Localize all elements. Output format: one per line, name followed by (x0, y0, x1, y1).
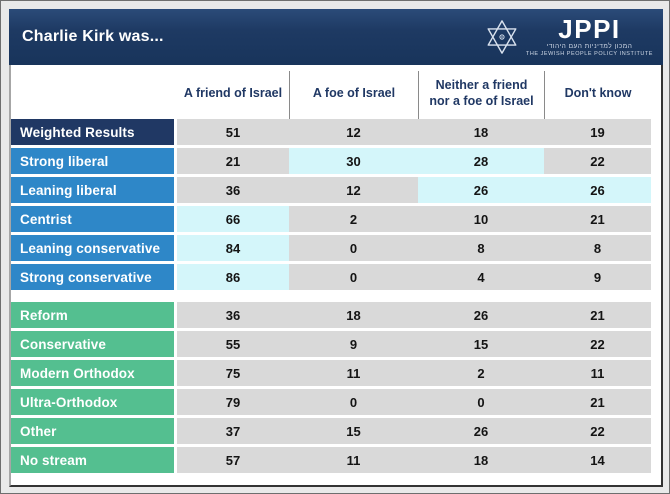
value-cell: 26 (418, 418, 544, 444)
column-header-row: A friend of Israel A foe of Israel Neither… (11, 65, 661, 119)
value-cell: 26 (544, 177, 651, 203)
value-cell: 84 (177, 235, 289, 261)
value-cell: 55 (177, 331, 289, 357)
value-cell: 22 (544, 148, 651, 174)
table-row: Leaning liberal 36 12 26 26 (11, 177, 661, 203)
header-spacer (11, 65, 177, 119)
value-cell: 10 (418, 206, 544, 232)
value-cell: 12 (289, 119, 418, 145)
value-cell: 18 (418, 447, 544, 473)
value-cell: 22 (544, 331, 651, 357)
value-cell: 9 (289, 331, 418, 357)
logo-hebrew-line: המכון למדיניות העם היהודי (546, 42, 633, 50)
value-cell: 22 (544, 418, 651, 444)
value-cell: 21 (544, 206, 651, 232)
value-cell: 12 (289, 177, 418, 203)
row-label: Weighted Results (11, 119, 174, 145)
value-cell: 36 (177, 177, 289, 203)
table-row: No stream 57 11 18 14 (11, 447, 661, 473)
row-label: Modern Orthodox (11, 360, 174, 386)
table-row: Conservative 55 9 15 22 (11, 331, 661, 357)
row-label: Reform (11, 302, 174, 328)
row-label: Other (11, 418, 174, 444)
table-row: Other 37 15 26 22 (11, 418, 661, 444)
row-label: Centrist (11, 206, 174, 232)
column-header: A foe of Israel (289, 71, 418, 119)
value-cell: 8 (544, 235, 651, 261)
row-label: Leaning liberal (11, 177, 174, 203)
value-cell: 2 (289, 206, 418, 232)
value-cell: 18 (289, 302, 418, 328)
value-cell: 0 (289, 235, 418, 261)
table-row: Ultra-Orthodox 79 0 0 21 (11, 389, 661, 415)
value-cell: 28 (418, 148, 544, 174)
value-cell: 15 (289, 418, 418, 444)
table-row: Leaning conservative 84 0 8 8 (11, 235, 661, 261)
page-title: Charlie Kirk was... (22, 28, 164, 45)
table-row: Weighted Results 51 12 18 19 (11, 119, 661, 145)
row-label: Strong conservative (11, 264, 174, 290)
value-cell: 21 (544, 302, 651, 328)
table-row: Strong liberal 21 30 28 22 (11, 148, 661, 174)
value-cell: 11 (289, 447, 418, 473)
value-cell: 75 (177, 360, 289, 386)
logo-acronym: JPPI (558, 13, 621, 44)
results-table: A friend of Israel A foe of Israel Neither… (9, 65, 663, 487)
value-cell: 9 (544, 264, 651, 290)
column-header: Neither a friend nor a foe of Israel (418, 71, 544, 119)
value-cell: 8 (418, 235, 544, 261)
value-cell: 26 (418, 177, 544, 203)
star-of-david-icon (483, 18, 521, 56)
value-cell: 66 (177, 206, 289, 232)
value-cell: 15 (418, 331, 544, 357)
value-cell: 14 (544, 447, 651, 473)
value-cell: 26 (418, 302, 544, 328)
table-row: Reform 36 18 26 21 (11, 302, 661, 328)
row-label: Leaning conservative (11, 235, 174, 261)
jppi-logo: JPPI המכון למדיניות העם היהודי THE JEWIS… (483, 16, 653, 58)
logo-text-block: JPPI המכון למדיניות העם היהודי THE JEWIS… (526, 16, 653, 58)
logo-english-line: THE JEWISH PEOPLE POLICY INSTITUTE (525, 50, 653, 57)
value-cell: 19 (544, 119, 651, 145)
table-body: Weighted Results 51 12 18 19 Strong liberal 21… (11, 119, 661, 473)
table-row: Strong conservative 86 0 4 9 (11, 264, 661, 290)
value-cell: 86 (177, 264, 289, 290)
title-bar: Charlie Kirk was... JPPI המכון למדיניות … (9, 9, 663, 65)
value-cell: 11 (289, 360, 418, 386)
value-cell: 0 (289, 264, 418, 290)
value-cell: 4 (418, 264, 544, 290)
value-cell: 11 (544, 360, 651, 386)
value-cell: 21 (544, 389, 651, 415)
value-cell: 79 (177, 389, 289, 415)
table-row: Centrist 66 2 10 21 (11, 206, 661, 232)
value-cell: 0 (289, 389, 418, 415)
row-label: Ultra-Orthodox (11, 389, 174, 415)
value-cell: 18 (418, 119, 544, 145)
column-header: A friend of Israel (183, 85, 283, 100)
row-label: No stream (11, 447, 174, 473)
value-cell: 57 (177, 447, 289, 473)
value-cell: 51 (177, 119, 289, 145)
value-cell: 37 (177, 418, 289, 444)
column-header: Don't know (544, 71, 651, 119)
value-cell: 0 (418, 389, 544, 415)
table-row: Modern Orthodox 75 11 2 11 (11, 360, 661, 386)
value-cell: 30 (289, 148, 418, 174)
row-label: Conservative (11, 331, 174, 357)
value-cell: 36 (177, 302, 289, 328)
value-cell: 2 (418, 360, 544, 386)
value-cell: 21 (177, 148, 289, 174)
row-label: Strong liberal (11, 148, 174, 174)
